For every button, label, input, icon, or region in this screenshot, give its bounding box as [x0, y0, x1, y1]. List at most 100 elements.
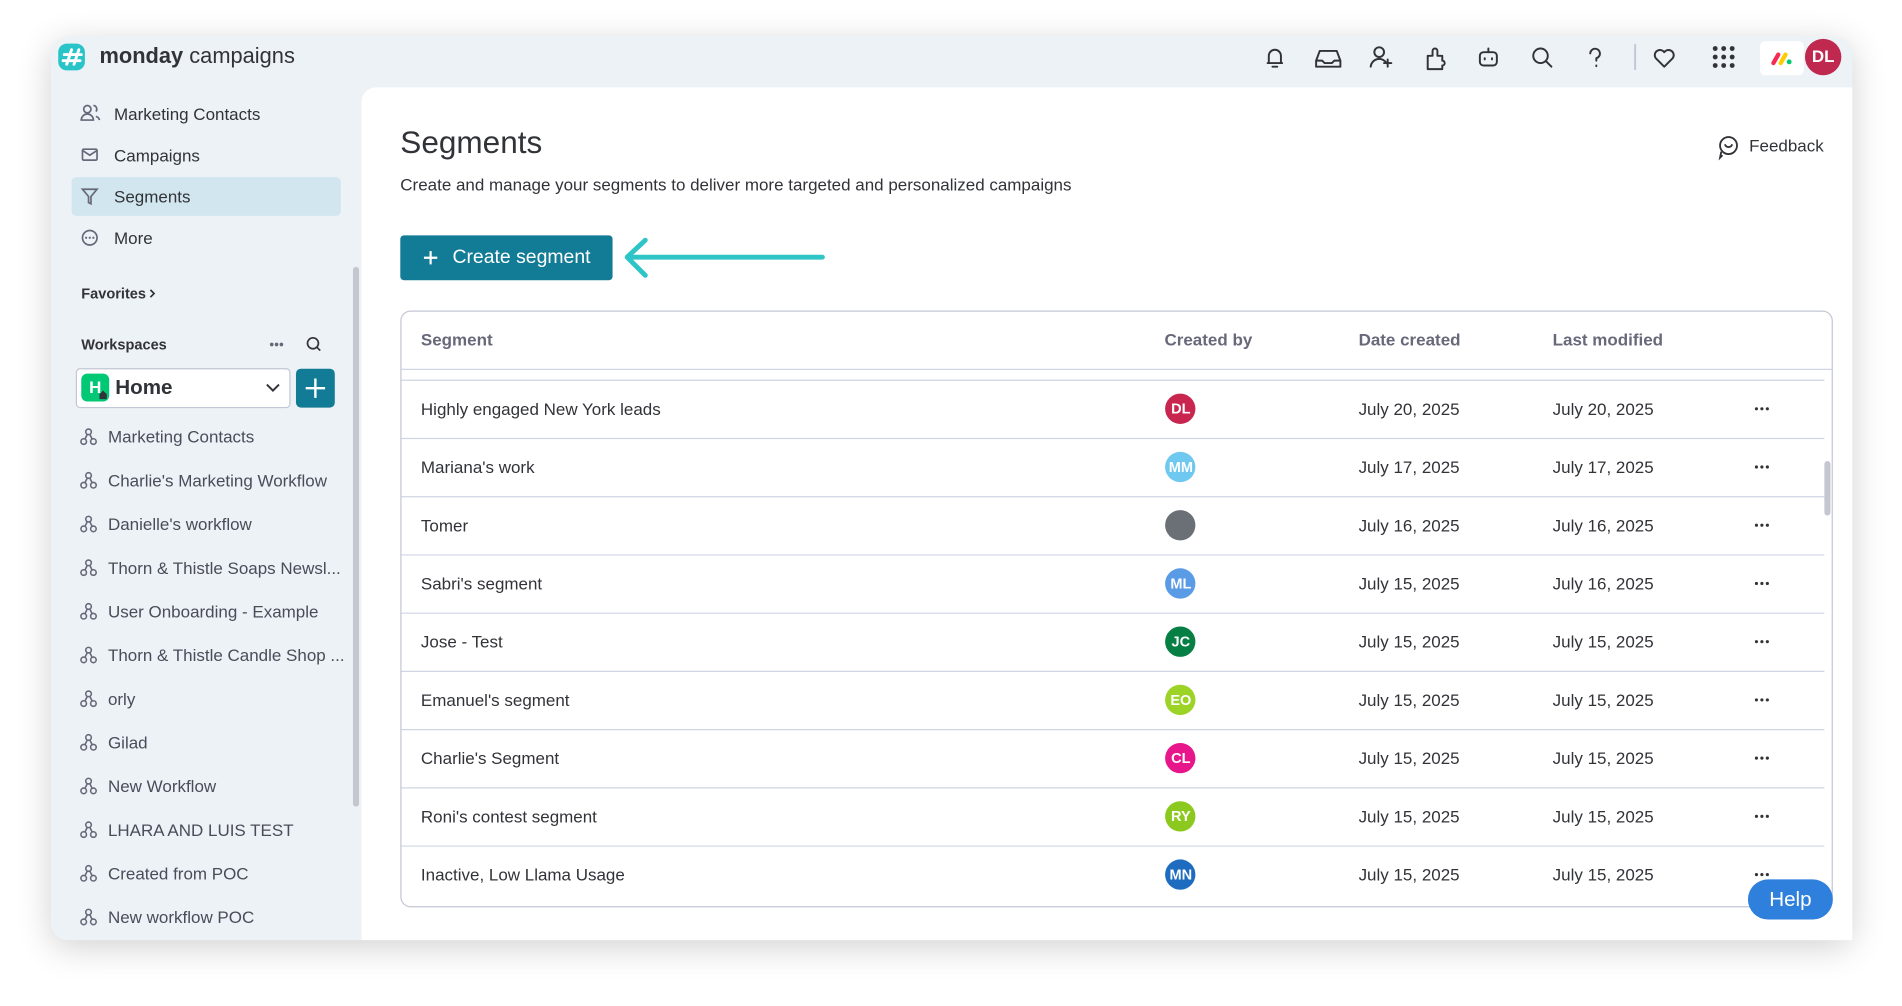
item-icon: [80, 471, 97, 489]
header-line: [401, 368, 1832, 381]
feedback[interactable]: Feedback: [1749, 135, 1824, 156]
table-frame: [400, 310, 1833, 908]
item-icon: [80, 646, 97, 664]
workspaces: Workspaces: [81, 336, 167, 353]
row-menu: [1754, 756, 1769, 760]
row-menu: [1754, 814, 1769, 818]
workspace-name[interactable]: Home: [115, 376, 173, 400]
create-segment-button[interactable]: [400, 235, 613, 281]
creator-avatar: [1165, 510, 1196, 541]
callout-arrow: [624, 237, 825, 278]
workspace-dropdown[interactable]: [75, 368, 291, 409]
workspace-item[interactable]: User Onboarding - Example: [107, 601, 319, 622]
date-created: July 16, 2025: [1358, 515, 1460, 535]
segment-name[interactable]: Sabri's segment: [420, 573, 543, 594]
help-button[interactable]: [1747, 879, 1833, 920]
last-modified: July 15, 2025: [1552, 631, 1654, 652]
workspace-item[interactable]: Charlie's Marketing Workflow: [107, 470, 328, 491]
brand-bold: monday: [99, 43, 184, 68]
table-scrollbar: [1824, 460, 1831, 516]
row-menu: [1754, 698, 1769, 702]
creator-avatar: [1165, 801, 1196, 832]
row-menu: [1754, 465, 1769, 469]
item-icon: [80, 428, 97, 446]
creator-initials: RY: [1171, 807, 1191, 825]
creator-avatar: [1165, 859, 1196, 890]
creator-avatar: [1165, 684, 1196, 716]
column-header: Last modified: [1552, 329, 1664, 350]
column-header: Date created: [1358, 329, 1461, 350]
date-created: July 15, 2025: [1358, 864, 1460, 885]
segment-name[interactable]: Charlie's Segment: [420, 748, 560, 768]
segment-name[interactable]: Mariana's work: [420, 457, 535, 477]
workspace-item[interactable]: Thorn & Thistle Soaps Newsl...: [107, 557, 341, 578]
nav-item[interactable]: Campaigns: [114, 145, 200, 165]
last-modified: July 16, 2025: [1552, 515, 1654, 535]
create-segment-label[interactable]: Create segment: [452, 247, 591, 269]
more-dots: [85, 236, 95, 239]
avatar-initials[interactable]: DL: [1811, 46, 1835, 66]
nav-item[interactable]: Segments: [114, 186, 191, 207]
workspace-item[interactable]: Thorn & Thistle Candle Shop ...: [107, 645, 345, 665]
feedback-icon: [1718, 136, 1738, 161]
segment-name[interactable]: Jose - Test: [420, 631, 503, 652]
chevron: [266, 383, 280, 392]
plus: [423, 251, 438, 265]
brand-logo: [58, 43, 85, 71]
help-label[interactable]: Help: [1769, 887, 1812, 911]
brand-name: campaigns: [189, 43, 295, 68]
monday-logo: [1771, 52, 1792, 66]
creator-initials: MM: [1168, 458, 1193, 476]
workspace-badge: H: [89, 377, 102, 397]
item-icon: [80, 777, 97, 795]
nav-item[interactable]: Marketing Contacts: [114, 104, 261, 124]
creator-initials: DL: [1171, 400, 1191, 418]
nav-highlight: [71, 177, 341, 216]
workspace-item[interactable]: Gilad: [107, 732, 148, 753]
date-created: July 15, 2025: [1358, 806, 1460, 827]
main-panel: [361, 87, 1853, 941]
workspace-item[interactable]: New workflow POC: [107, 907, 255, 927]
column-header: Segment: [420, 329, 493, 350]
user-avatar: [1804, 38, 1842, 76]
workspace-item[interactable]: Marketing Contacts: [107, 426, 255, 447]
creator-avatar: [1165, 393, 1196, 424]
item-icon: [80, 559, 97, 577]
last-modified: July 15, 2025: [1552, 806, 1654, 827]
workspace-item[interactable]: Danielle's workflow: [107, 514, 252, 534]
favorites[interactable]: Favorites: [81, 285, 146, 303]
segment-name[interactable]: Roni's contest segment: [420, 806, 597, 827]
creator-initials: JC: [1171, 633, 1191, 651]
workspace-item[interactable]: LHARA AND LUIS TEST: [107, 819, 294, 840]
item-icon: [80, 515, 97, 533]
row-menu: [1754, 873, 1769, 877]
row-menu: [1754, 581, 1769, 586]
segment-name[interactable]: Emanuel's segment: [420, 690, 570, 710]
sidebar-icons: [80, 104, 321, 352]
segment-name[interactable]: Inactive, Low Llama Usage: [420, 864, 625, 885]
item-icon: [80, 690, 97, 708]
item-icon: [80, 908, 97, 926]
creator-initials: MN: [1169, 866, 1193, 884]
last-modified: July 15, 2025: [1552, 748, 1654, 768]
item-icon: [80, 864, 97, 882]
page-subtitle: Create and manage your segments to deliv…: [400, 174, 1072, 195]
workspace-item[interactable]: orly: [107, 688, 136, 709]
segment-name[interactable]: Tomer: [420, 515, 469, 535]
creator-avatar: [1165, 568, 1196, 599]
last-modified: July 16, 2025: [1552, 573, 1654, 594]
topbar-icons: [1266, 43, 1675, 71]
brand: monday campaigns: [99, 44, 294, 69]
item-icon: [80, 733, 97, 751]
item-icon: [80, 602, 97, 620]
workspace-item[interactable]: New Workflow: [107, 776, 217, 796]
row-menu: [1754, 523, 1769, 527]
workspace-item[interactable]: Created from POC: [107, 863, 249, 884]
page-title: Segments: [400, 123, 543, 161]
segment-name[interactable]: Highly engaged New York leads: [420, 399, 661, 419]
date-created: July 15, 2025: [1358, 573, 1460, 594]
nav-item[interactable]: More: [114, 228, 153, 248]
